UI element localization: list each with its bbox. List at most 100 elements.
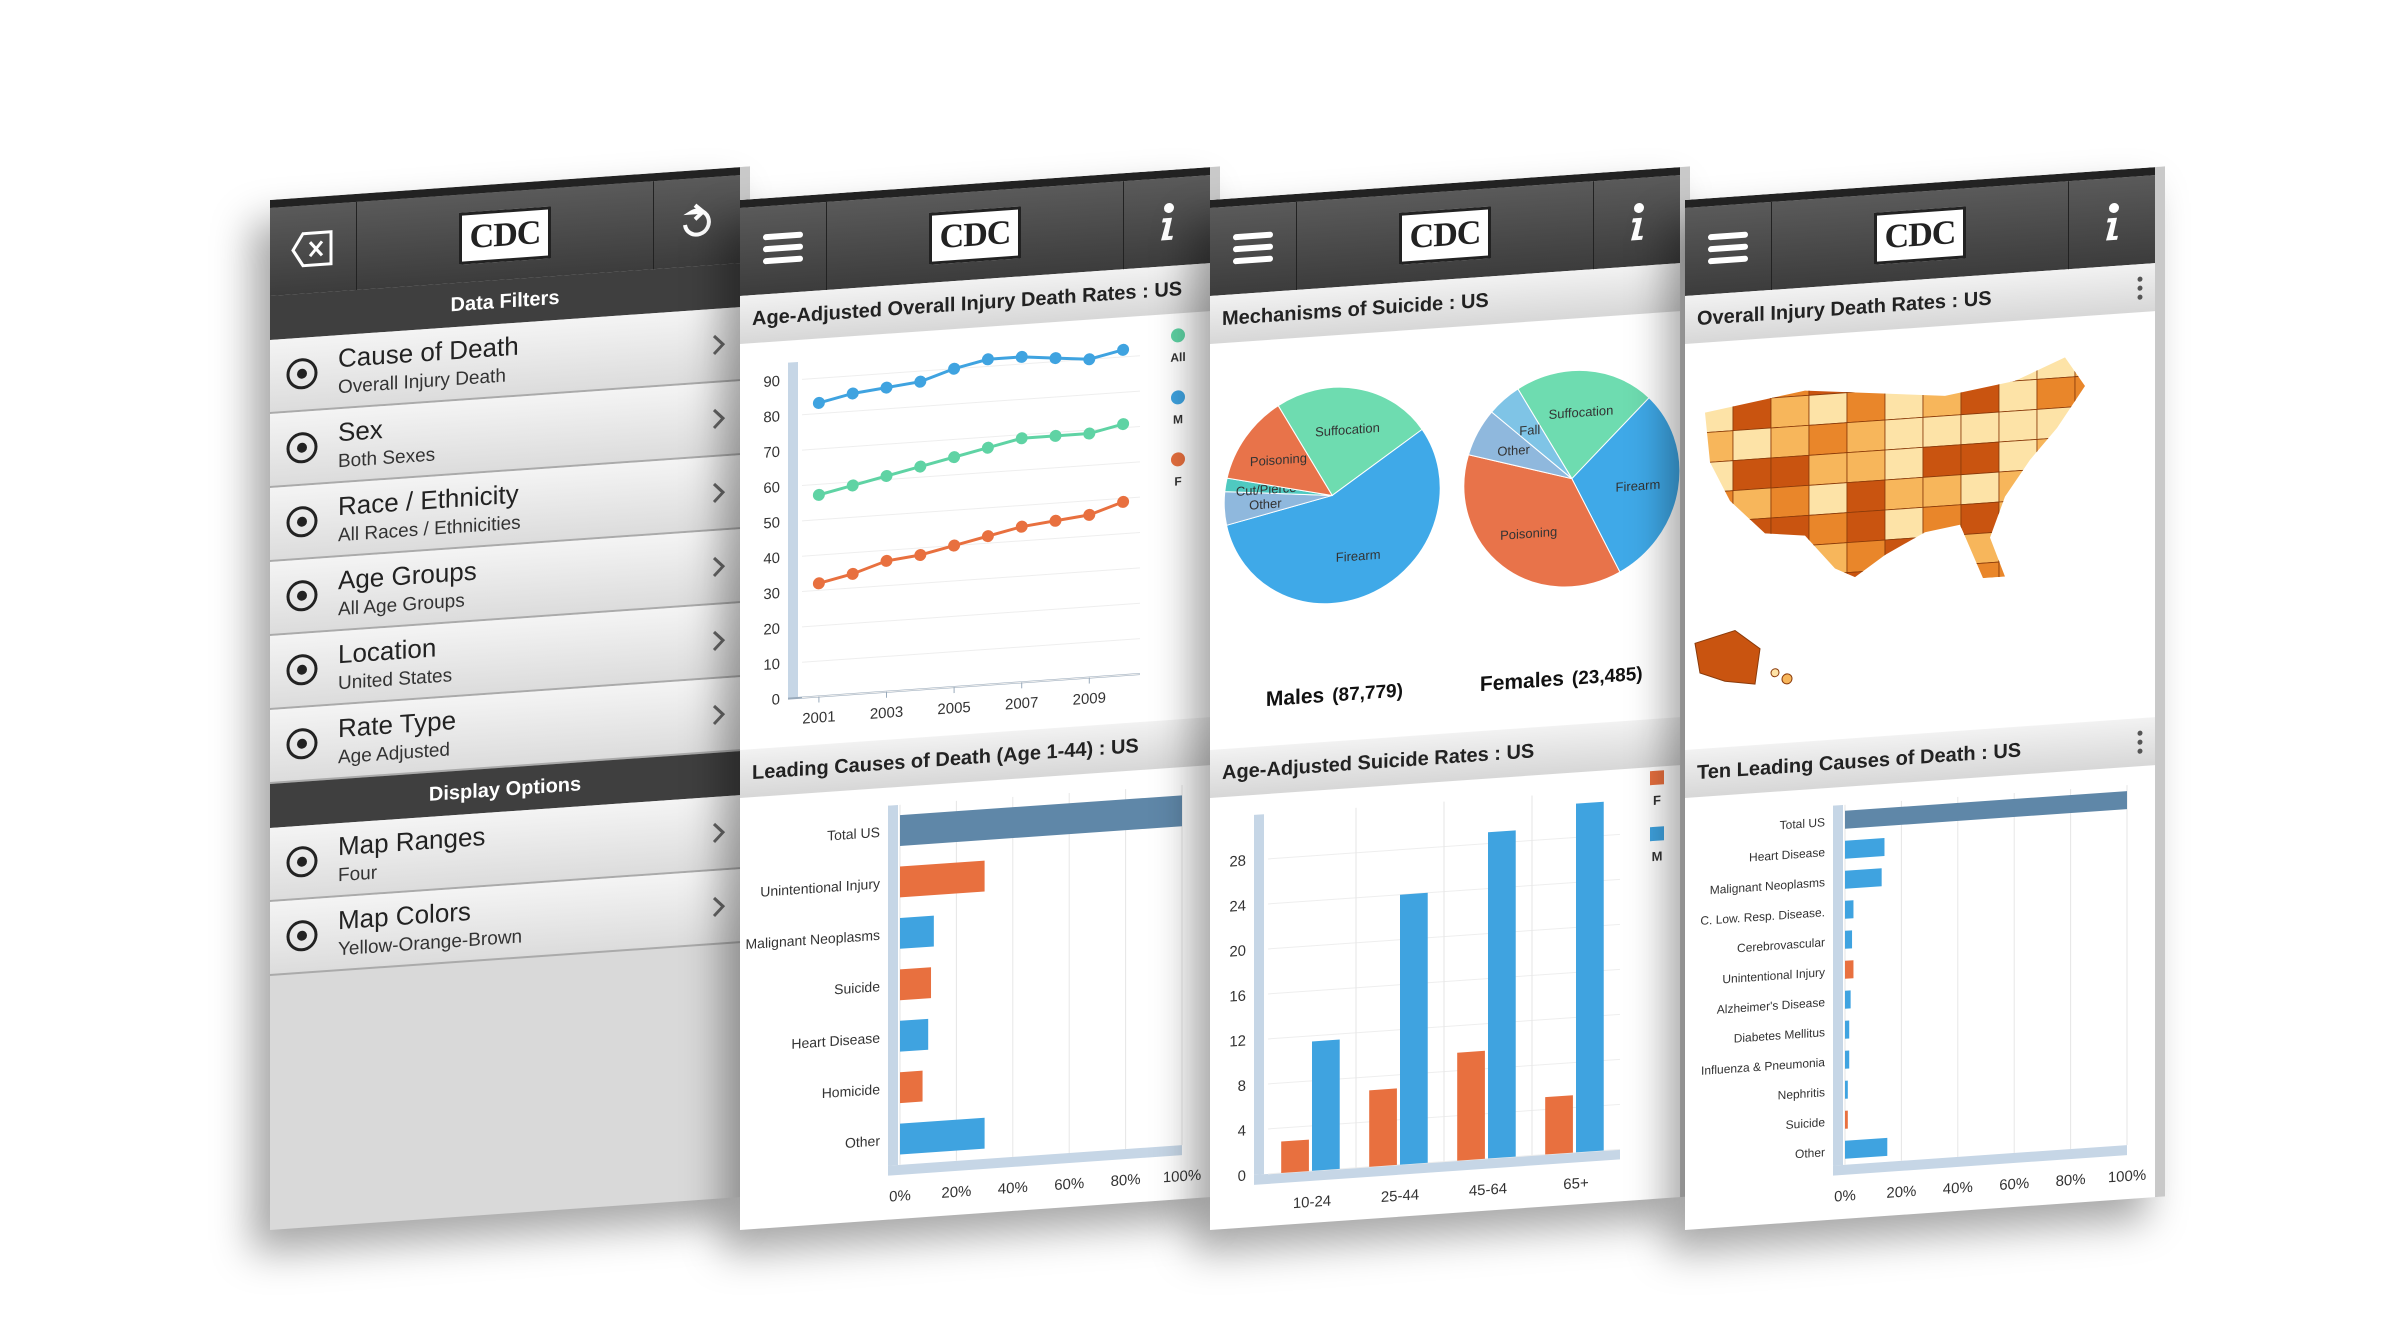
reset-button[interactable] [652, 175, 740, 270]
info-button[interactable] [1122, 175, 1210, 270]
state [2036, 376, 2076, 410]
state [1998, 378, 2038, 413]
menu-bar [1233, 231, 1273, 241]
axis-strip [1833, 1145, 2127, 1176]
state [1884, 506, 1924, 541]
state [1846, 389, 1886, 424]
category-label: C. Low. Resp. Disease. [1700, 905, 1825, 928]
data-point [1083, 353, 1096, 366]
info-button[interactable] [1592, 175, 1680, 270]
info-button[interactable] [2067, 175, 2155, 270]
category-label: Other [1795, 1145, 1825, 1161]
screen: CDC Mechanisms of Suicide : US Suffocation… [1210, 166, 1690, 1230]
item-icon [286, 846, 318, 878]
state [1770, 424, 1810, 459]
filter-item[interactable]: Map Ranges Four [270, 795, 740, 902]
axis-strip [788, 361, 798, 699]
bar [1845, 868, 1882, 889]
slice-label: Suffocation [1549, 402, 1614, 422]
filter-item[interactable]: Sex Both Sexes [270, 381, 740, 488]
menu-button[interactable] [740, 201, 827, 296]
more-icon [2137, 730, 2143, 754]
bar [1845, 791, 2127, 829]
icon-shape [286, 920, 318, 952]
menu-bar [763, 243, 803, 253]
state [1884, 566, 1924, 598]
state [1808, 422, 1848, 456]
menu-icon [763, 231, 803, 265]
filter-item[interactable]: Race / Ethnicity All Races / Ethnicities [270, 455, 740, 562]
state [1770, 454, 1810, 489]
filter-list: Data Filters Cause of Death Overall Injury… [270, 263, 740, 976]
data-point [981, 353, 994, 366]
x-tick-label: 100% [1163, 1167, 1201, 1187]
y-tick-label: 70 [763, 444, 780, 462]
icon-shape [286, 846, 318, 878]
state [1922, 564, 1962, 598]
state [2074, 356, 2085, 378]
state [1884, 536, 1924, 571]
series-line [818, 348, 1124, 405]
bar [900, 1070, 923, 1104]
state [1705, 460, 1734, 494]
item-icon [286, 654, 318, 686]
category-label: Heart Disease [791, 1030, 880, 1052]
item-icon [286, 506, 318, 538]
y-tick-label: 90 [763, 373, 780, 391]
cdc-logo: CDC [928, 206, 1022, 265]
icon-shape [297, 590, 307, 601]
state [2074, 463, 2085, 498]
slice-label: Other [1497, 442, 1530, 459]
filter-item[interactable]: Location United States [270, 603, 740, 710]
chevron [712, 334, 726, 355]
data-point [981, 441, 994, 454]
state [1808, 542, 1848, 576]
state [1770, 544, 1810, 579]
close-button[interactable] [270, 201, 357, 296]
state [1960, 356, 2000, 386]
state [1922, 414, 1962, 448]
menu-bar [1233, 255, 1273, 265]
menu-button[interactable] [1685, 201, 1772, 296]
data-point [948, 451, 961, 464]
state [1960, 411, 2000, 446]
bar [900, 967, 932, 1001]
chevron [712, 704, 726, 725]
bar [1845, 930, 1853, 949]
chevron-shape [712, 556, 726, 577]
filter-item[interactable]: Age Groups All Age Groups [270, 529, 740, 636]
chart-title: Mechanisms of Suicide : US [1222, 289, 1489, 330]
item-icon [286, 358, 318, 390]
x-tick-label: 80% [2056, 1171, 2086, 1190]
data-point [1117, 495, 1130, 508]
filter-item[interactable]: Rate Type Age Adjusted [270, 677, 740, 784]
more-dot [2137, 294, 2143, 300]
chart: 0% 20% 40% 60% 80% 100% Total US Heart Disease M… [1700, 785, 2146, 1206]
cdc-logo: CDC [458, 206, 552, 265]
x-tick-label: 20% [1886, 1183, 1916, 1202]
data-point [880, 381, 893, 394]
category-label: Malignant Neoplasms [1710, 875, 1825, 897]
data-point [1083, 508, 1096, 521]
data-point [1049, 514, 1062, 527]
menu-bar [763, 231, 803, 241]
bar [900, 1018, 929, 1052]
chevron [712, 896, 726, 917]
state [1732, 487, 1772, 522]
state [1884, 476, 1924, 511]
state [1998, 468, 2038, 503]
data-point [914, 548, 927, 562]
filter-item[interactable]: Cause of Death Overall Injury Death [270, 307, 740, 414]
bar [1845, 838, 1885, 859]
menu-button[interactable] [1210, 201, 1297, 296]
y-tick-label: 30 [763, 585, 780, 603]
bar [900, 1117, 985, 1155]
x-tick-label: 100% [2108, 1167, 2146, 1187]
legend-label: M [1173, 412, 1183, 427]
slice-label: Firearm [1616, 477, 1661, 495]
y-tick-label: 10 [763, 656, 780, 674]
bar [900, 915, 934, 949]
chart-title-bar: Overall Injury Death Rates : US [1685, 263, 2155, 344]
filter-item[interactable]: Map Colors Yellow-Orange-Brown [270, 869, 740, 976]
data-point [914, 375, 927, 388]
